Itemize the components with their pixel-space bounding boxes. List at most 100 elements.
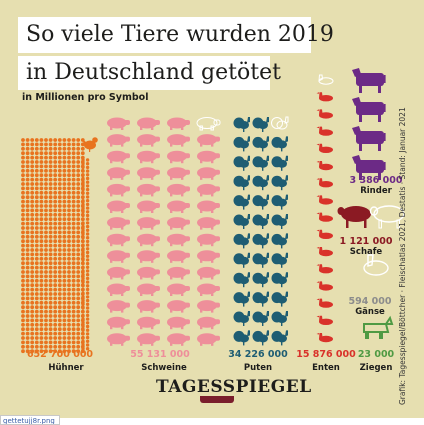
turkey-icon <box>233 272 250 288</box>
logo-ribbon <box>200 396 234 403</box>
value-label: 55 131 000 <box>130 349 190 360</box>
turkey-icon <box>252 233 269 249</box>
value-label: 3 386 000 <box>350 175 403 186</box>
value-label: 15 876 000 <box>296 349 356 360</box>
cow-icon <box>352 126 386 151</box>
publisher-logo: TAGESSPIEGEL <box>156 377 312 397</box>
turkey-icon <box>233 214 250 229</box>
pig-icon <box>107 283 130 296</box>
value-label: 23 000 <box>358 349 395 360</box>
turkey-icon <box>252 194 269 210</box>
pig-icon <box>107 117 130 130</box>
turkey-icon <box>252 311 269 326</box>
pig-icon <box>197 333 220 346</box>
pig-icon <box>197 233 220 247</box>
sheep-icon <box>337 206 371 228</box>
pig-icon <box>197 300 220 313</box>
value-label: 594 000 <box>349 296 392 307</box>
value-label: 652 700 000 <box>27 349 93 360</box>
value-label: 34 226 000 <box>228 349 288 360</box>
cow-icon <box>352 97 386 122</box>
pig-icon <box>167 250 190 263</box>
duck-icon <box>316 298 333 308</box>
turkey-icon <box>233 117 250 132</box>
duck-icon <box>316 195 333 205</box>
pig-icon <box>197 283 220 296</box>
goat-icon <box>363 315 394 339</box>
duck-icon <box>318 74 334 85</box>
duck-icon <box>316 333 333 343</box>
pig-icon <box>167 283 190 296</box>
category-label: Rinder <box>360 186 392 196</box>
pig-icon <box>167 233 190 247</box>
pig-icon <box>107 333 130 346</box>
turkey-icon <box>252 155 269 171</box>
category-label: Gänse <box>355 307 385 317</box>
goose-icon <box>363 254 389 276</box>
turkey-icon <box>233 194 250 210</box>
cow-icon <box>352 68 386 93</box>
turkey-icon <box>252 214 269 229</box>
value-label: 1 121 000 <box>340 236 393 247</box>
turkey-icon <box>252 272 269 288</box>
pig-icon <box>167 183 190 197</box>
pig-icon <box>107 200 130 213</box>
turkey-icon <box>271 155 288 171</box>
category-label: Enten <box>312 363 340 373</box>
turkey-icon <box>252 291 269 307</box>
pig-icon <box>137 266 160 280</box>
pig-icon <box>107 217 130 230</box>
pig-icon <box>137 300 160 313</box>
category-label: Puten <box>244 363 272 373</box>
pig-icon <box>197 183 220 197</box>
turkey-icon <box>233 291 250 307</box>
duck-icon <box>316 92 333 102</box>
turkey-icon <box>252 330 269 346</box>
pig-icon <box>167 167 190 180</box>
turkey-icon <box>271 311 288 326</box>
duck-icon <box>316 264 333 274</box>
duck-icon <box>316 126 333 136</box>
turkey-icon <box>271 175 288 191</box>
pig-icon <box>107 250 130 263</box>
pig-icon <box>197 266 220 280</box>
turkey-icon <box>271 116 289 130</box>
pig-icon <box>197 200 220 213</box>
turkey-icon <box>233 311 250 326</box>
pig-icon <box>167 134 190 147</box>
pig-icon <box>107 150 130 164</box>
pig-icon <box>137 233 160 247</box>
category-label: Ziegen <box>360 363 393 373</box>
source-note: Grafik: Tagesspiegel/Böttcher · Fleischa… <box>398 107 407 405</box>
pig-icon <box>167 150 190 164</box>
pig-icon <box>167 200 190 213</box>
turkey-icon <box>233 155 250 171</box>
pig-icon <box>107 134 130 147</box>
turkey-icon <box>233 252 250 268</box>
chicken-dot-grid <box>21 138 90 354</box>
duck-icon <box>316 315 333 325</box>
duck-icon <box>316 247 333 257</box>
turkey-icon <box>233 233 250 249</box>
pig-icon <box>137 150 160 164</box>
cow-icon <box>352 155 386 180</box>
pig-icon <box>137 333 160 346</box>
pig-icon <box>197 150 220 164</box>
pig-icon <box>107 300 130 313</box>
duck-icon <box>316 281 333 291</box>
pig-icon <box>167 217 190 230</box>
pig-icon <box>167 333 190 346</box>
turkey-icon <box>271 272 288 288</box>
pig-icon <box>167 117 190 130</box>
duck-icon <box>316 109 333 119</box>
pig-icon <box>137 183 160 197</box>
turkey-icon <box>271 291 288 307</box>
pig-icon <box>167 266 190 280</box>
pig-icon <box>107 233 130 247</box>
pig-icon <box>137 283 160 296</box>
pig-icon <box>107 266 130 280</box>
pig-icon <box>197 217 220 230</box>
chart-title-line-1: So viele Tiere wurden 2019 <box>18 17 334 53</box>
duck-icon <box>316 161 333 171</box>
